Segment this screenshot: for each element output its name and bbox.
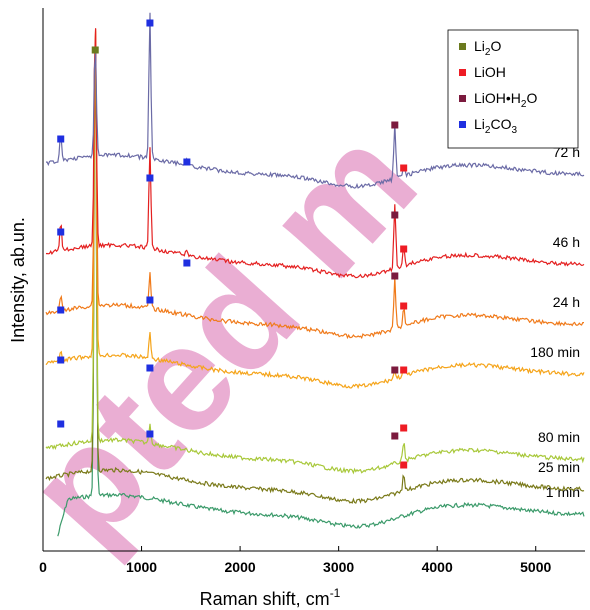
series-label: 80 min bbox=[538, 429, 580, 445]
y-axis-title: Intensity, ab.un. bbox=[8, 217, 28, 343]
axes bbox=[42, 8, 585, 552]
legend-swatch-liohh2o bbox=[459, 95, 466, 102]
marker-li2co3 bbox=[146, 364, 154, 372]
marker-li2co3 bbox=[183, 158, 191, 166]
marker-lioh bbox=[400, 164, 408, 172]
marker-lioh bbox=[400, 366, 408, 374]
series-line bbox=[45, 31, 585, 390]
marker-liohh2o bbox=[391, 211, 399, 219]
marker-lioh bbox=[400, 245, 408, 253]
legend-swatch-li2o bbox=[459, 43, 466, 50]
series-label: 24 h bbox=[553, 294, 580, 310]
legend-label-lioh: LiOH bbox=[474, 64, 506, 80]
series-180-min: 180 min bbox=[45, 31, 585, 390]
marker-li2co3 bbox=[146, 174, 154, 182]
series-label: 25 min bbox=[538, 459, 580, 475]
marker-li2o bbox=[91, 46, 99, 54]
x-axis-title-superscript: -1 bbox=[330, 586, 341, 600]
marker-li2co3 bbox=[57, 228, 65, 236]
x-tick-label: 3000 bbox=[323, 559, 354, 575]
legend-label-liohh2o: LiOH•H2O bbox=[474, 90, 537, 110]
series-line bbox=[45, 44, 585, 475]
marker-liohh2o bbox=[391, 272, 399, 280]
marker-li2co3 bbox=[57, 306, 65, 314]
series-24-h: 24 h bbox=[45, 28, 584, 340]
series-line bbox=[45, 12, 585, 189]
legend-label-li2co3: Li2CO3 bbox=[474, 116, 517, 136]
marker-lioh bbox=[400, 302, 408, 310]
series-80-min: 80 min bbox=[45, 44, 585, 475]
marker-lioh bbox=[400, 461, 408, 469]
series-46-h: 46 h bbox=[45, 28, 585, 279]
legend-box bbox=[447, 29, 579, 149]
x-ticks: 0 1000 2000 3000 4000 5000 bbox=[39, 546, 552, 575]
x-tick-label: 4000 bbox=[422, 559, 453, 575]
x-tick-label: 2000 bbox=[225, 559, 256, 575]
legend-label-li2o: Li2O bbox=[474, 38, 501, 58]
marker-li2co3 bbox=[57, 356, 65, 364]
marker-li2co3 bbox=[183, 259, 191, 267]
series-25-min: 25 min bbox=[45, 47, 585, 504]
legend: Li2O LiOH LiOH•H2O Li2CO3 bbox=[447, 29, 579, 149]
series-label: 1 min bbox=[546, 484, 580, 500]
marker-liohh2o bbox=[391, 432, 399, 440]
marker-lioh bbox=[400, 424, 408, 432]
marker-li2co3 bbox=[146, 19, 154, 27]
x-tick-label: 5000 bbox=[520, 559, 551, 575]
series-label: 46 h bbox=[553, 234, 580, 250]
marker-li2co3 bbox=[146, 430, 154, 438]
series-line bbox=[45, 28, 584, 340]
series-line bbox=[45, 47, 585, 504]
marker-li2co3 bbox=[57, 420, 65, 428]
marker-liohh2o bbox=[391, 121, 399, 129]
x-tick-label: 1000 bbox=[126, 559, 157, 575]
x-axis-title: Raman shift, cm-1 bbox=[200, 586, 341, 609]
legend-swatch-lioh bbox=[459, 69, 466, 76]
series-line bbox=[57, 52, 585, 537]
marker-li2co3 bbox=[57, 135, 65, 143]
series-label: 180 min bbox=[530, 344, 580, 360]
marker-liohh2o bbox=[391, 366, 399, 374]
series-line bbox=[45, 28, 585, 279]
x-tick-label: 0 bbox=[39, 559, 47, 575]
legend-swatch-li2co3 bbox=[459, 121, 466, 128]
marker-li2co3 bbox=[146, 296, 154, 304]
